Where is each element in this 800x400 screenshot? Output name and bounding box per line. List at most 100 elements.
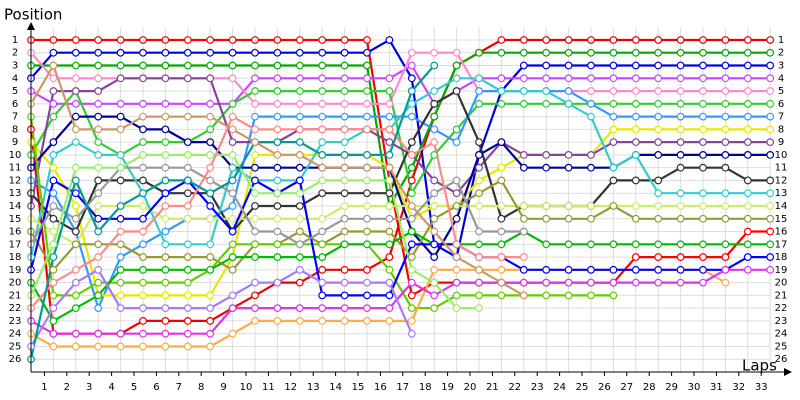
position-marker	[94, 329, 103, 338]
position-marker	[385, 278, 394, 287]
position-marker	[273, 151, 282, 159]
position-marker	[676, 36, 685, 44]
position-marker	[340, 189, 349, 198]
position-marker	[676, 112, 685, 121]
y-tick-label-right: 9	[778, 137, 784, 148]
position-marker	[766, 227, 775, 236]
position-marker	[139, 214, 147, 223]
position-marker	[676, 125, 685, 134]
position-marker	[631, 240, 640, 249]
x-axis-title: Laps	[742, 357, 777, 375]
position-marker	[699, 278, 707, 287]
position-marker	[609, 48, 618, 57]
position-marker	[318, 74, 327, 83]
position-marker	[519, 265, 528, 274]
position-marker	[363, 278, 371, 287]
position-marker	[654, 176, 663, 185]
position-marker	[318, 227, 327, 236]
position-marker	[295, 240, 304, 249]
position-marker	[116, 48, 125, 57]
position-marker	[452, 253, 461, 261]
position-marker	[587, 74, 595, 83]
position-marker	[295, 74, 304, 83]
position-marker	[340, 125, 349, 134]
position-marker	[609, 112, 618, 121]
position-marker	[139, 125, 147, 134]
position-marker	[94, 176, 103, 185]
position-marker	[228, 138, 237, 147]
position-marker	[519, 214, 528, 223]
position-marker	[318, 163, 327, 172]
position-marker	[452, 176, 461, 185]
x-tick-label: 30	[688, 382, 701, 393]
position-marker	[251, 304, 259, 313]
series-line	[30, 204, 771, 246]
y-tick-label: 3	[12, 61, 18, 72]
position-marker	[699, 240, 707, 249]
position-marker	[116, 240, 125, 249]
position-marker	[161, 138, 170, 147]
position-marker	[116, 253, 125, 261]
position-marker	[183, 36, 192, 44]
position-marker	[497, 278, 506, 287]
position-marker	[49, 329, 58, 338]
position-marker	[385, 163, 394, 172]
y-tick-label-right: 22	[775, 303, 788, 314]
position-marker	[183, 342, 192, 351]
position-marker	[94, 163, 103, 172]
position-marker	[116, 265, 125, 274]
position-marker	[183, 189, 192, 198]
position-marker	[116, 202, 125, 210]
position-marker	[161, 329, 170, 338]
position-marker	[407, 227, 416, 236]
position-marker	[654, 214, 663, 223]
position-marker	[363, 99, 371, 108]
y-tick-label-right: 15	[775, 214, 788, 225]
position-marker	[139, 265, 147, 274]
y-tick-label-right: 14	[775, 201, 788, 212]
position-marker	[295, 138, 304, 147]
position-marker	[385, 202, 394, 210]
position-marker	[699, 138, 707, 147]
position-marker	[228, 227, 237, 236]
y-tick-label: 16	[9, 227, 22, 238]
position-marker	[721, 112, 730, 121]
position-marker	[676, 151, 685, 159]
position-marker	[228, 61, 237, 70]
position-marker	[385, 151, 394, 159]
position-marker	[318, 151, 327, 159]
position-marker	[430, 214, 439, 223]
position-marker	[631, 112, 640, 121]
position-marker	[743, 61, 752, 70]
position-marker	[452, 125, 461, 134]
position-marker	[71, 240, 80, 249]
y-tick-label-right: 13	[775, 188, 788, 199]
position-marker	[631, 214, 640, 223]
position-marker	[49, 61, 58, 70]
y-tick-label-right: 26	[775, 354, 788, 365]
position-marker	[452, 202, 461, 210]
y-tick-label: 21	[9, 290, 22, 301]
position-marker	[743, 253, 752, 261]
series-line	[30, 64, 771, 106]
position-marker	[340, 87, 349, 95]
position-marker	[161, 278, 170, 287]
position-marker	[206, 125, 215, 134]
position-marker	[363, 74, 371, 83]
position-marker	[228, 240, 237, 249]
position-marker	[766, 202, 775, 210]
position-marker	[363, 265, 371, 274]
position-marker	[654, 61, 663, 70]
position-marker	[161, 61, 170, 70]
position-marker	[542, 163, 551, 172]
position-marker	[452, 48, 461, 57]
position-marker	[71, 189, 80, 198]
position-marker	[497, 87, 506, 95]
position-marker	[452, 189, 461, 198]
position-marker	[340, 74, 349, 83]
position-marker	[542, 214, 551, 223]
position-marker	[139, 189, 147, 198]
position-marker	[161, 112, 170, 121]
position-marker	[743, 138, 752, 147]
position-marker	[475, 227, 483, 236]
